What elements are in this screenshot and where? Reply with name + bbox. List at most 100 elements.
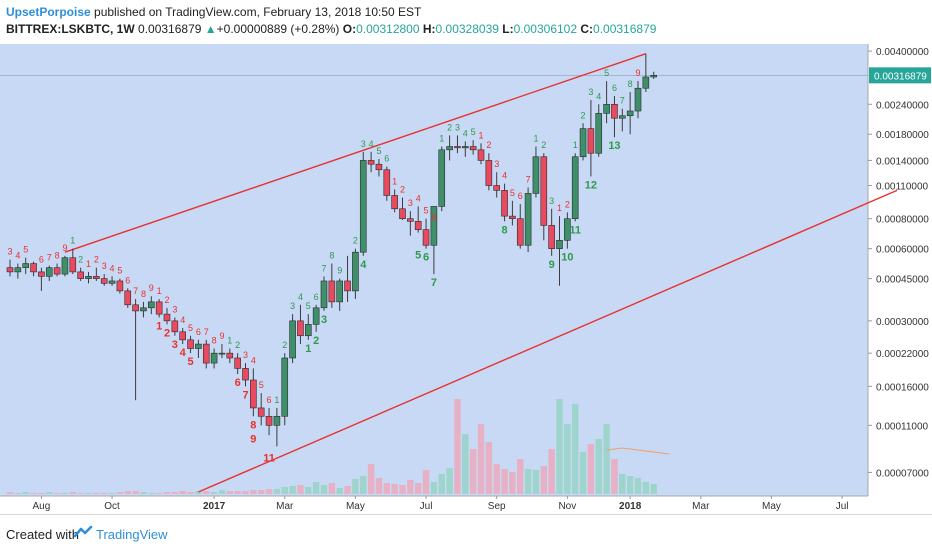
td-count-label: 3 (494, 159, 499, 169)
td-count-label: 3 (361, 139, 366, 149)
author-link[interactable]: UpsetPorpoise (6, 5, 91, 19)
td-count-label: 4 (416, 193, 421, 203)
candle-body (218, 352, 226, 355)
td-count-label: 8 (628, 79, 633, 89)
td-count-label: 5 (471, 127, 476, 137)
low-value: 0.00306102 (513, 22, 578, 36)
candle-body (603, 103, 610, 114)
volume-bar (407, 480, 414, 494)
td-count-label: 8 (501, 224, 507, 236)
td-count-label: 9 (149, 283, 154, 293)
td-count-label: 4 (15, 251, 20, 261)
price-change: +0.00000889 (+0.28%) (216, 22, 340, 36)
candle-body (155, 301, 163, 315)
volume-bar (626, 476, 634, 494)
candle-body (38, 271, 45, 277)
volume-bar (187, 492, 194, 494)
td-count-label: 1 (305, 343, 311, 355)
candle-body (485, 160, 493, 186)
td-count-label: 4 (502, 171, 507, 181)
time-axis-background (0, 496, 868, 514)
td-count-label: 8 (141, 289, 146, 299)
volume-bar (171, 492, 179, 494)
candle-body (242, 368, 249, 381)
candle-body (548, 225, 555, 249)
candle-body (69, 257, 77, 273)
tradingview-brand-link[interactable]: TradingView (96, 527, 168, 542)
candle-body (626, 110, 634, 117)
td-count-label: 7 (133, 286, 138, 296)
candle-body (202, 343, 210, 364)
td-count-label: 1 (573, 140, 578, 150)
volume-bar (312, 482, 320, 494)
candle-body (304, 324, 312, 337)
volume-bar (218, 490, 226, 494)
td-count-label: 2 (282, 340, 287, 350)
candle-body (595, 113, 603, 154)
price-tick-label: 0.00140000 (876, 156, 929, 167)
time-tick-label: 2017 (203, 501, 226, 512)
candle-body (116, 280, 124, 292)
candle-body (407, 218, 414, 222)
td-count-label: 13 (608, 140, 620, 152)
candle-body (312, 307, 320, 325)
high-label: H: (422, 22, 436, 36)
td-count-label: 2 (581, 110, 586, 120)
candle-body (383, 169, 391, 196)
td-count-label: 7 (47, 253, 52, 263)
candle-body (234, 357, 241, 369)
volume-bar (415, 483, 422, 494)
close-value: 0.00316879 (593, 22, 657, 36)
volume-bar (242, 491, 249, 494)
volume-bar (140, 492, 147, 494)
candle-body (618, 115, 626, 119)
td-count-label: 8 (55, 251, 60, 261)
candle-body (297, 320, 304, 337)
td-count-label: 3 (588, 87, 593, 97)
volume-bar (148, 493, 155, 494)
candle-body (6, 267, 14, 273)
volume-bar (46, 492, 53, 494)
td-count-label: 2 (78, 255, 83, 265)
td-count-label: 2 (235, 340, 240, 350)
volume-bar (289, 486, 296, 494)
volume-bar (391, 484, 398, 494)
price-tick-label: 0.00011000 (876, 421, 929, 432)
volume-bar (281, 487, 288, 494)
current-price-badge (869, 67, 931, 84)
td-count-label: 8 (329, 251, 334, 261)
td-count-label: 6 (423, 252, 429, 264)
td-count-label: 5 (259, 380, 264, 390)
volume-bar (328, 483, 336, 494)
candle-body (454, 146, 461, 149)
volume-bar (352, 479, 359, 494)
candle-body (148, 301, 155, 309)
volume-bar (556, 399, 563, 494)
volume-bar (226, 491, 233, 494)
candle-body (108, 280, 116, 284)
td-count-label: 1 (227, 336, 232, 346)
volume-bar (250, 490, 257, 494)
candle-body (446, 146, 453, 151)
volume-bar (548, 449, 555, 494)
td-count-label: 1 (274, 395, 279, 405)
time-tick-label: Sep (488, 501, 506, 512)
td-count-label: 2 (164, 295, 169, 305)
candle-body (195, 343, 202, 349)
price-tick-label: 0.00045000 (876, 275, 929, 286)
candle-body (422, 229, 430, 246)
volume-bar (469, 449, 477, 494)
volume-bar (375, 478, 383, 494)
td-count-label: 1 (86, 259, 91, 269)
volume-bar (210, 492, 218, 494)
td-count-label: 5 (188, 323, 193, 333)
time-tick-label: Oct (104, 501, 120, 512)
candle-body (85, 276, 92, 279)
td-count-label: 6 (125, 275, 130, 285)
candle-body (100, 278, 108, 284)
volume-bar (69, 492, 76, 494)
candle-body (564, 218, 571, 241)
td-count-label: 3 (455, 122, 460, 132)
volume-bar (22, 492, 29, 494)
